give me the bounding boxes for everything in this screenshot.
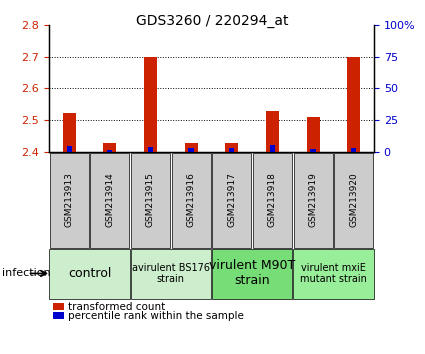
Text: virulent M90T
strain: virulent M90T strain [209,259,295,287]
Bar [184,143,198,152]
Text: GSM213913: GSM213913 [65,172,74,228]
Text: infection: infection [2,268,51,279]
Bar [67,146,72,152]
Text: percentile rank within the sample: percentile rank within the sample [68,311,244,321]
Bar [144,57,157,152]
Text: GSM213917: GSM213917 [227,172,236,228]
Bar [270,145,275,152]
Bar [229,148,235,152]
Bar [107,150,113,152]
Bar [225,143,238,152]
Text: GSM213918: GSM213918 [268,172,277,228]
Text: avirulent BS176
strain: avirulent BS176 strain [132,263,210,284]
Bar [351,148,356,152]
Text: GSM213919: GSM213919 [309,172,317,228]
Text: GSM213914: GSM213914 [105,173,114,227]
Bar [266,111,279,152]
Bar [63,113,76,152]
Bar [103,143,116,152]
Bar [347,57,360,152]
Text: GSM213915: GSM213915 [146,172,155,228]
Text: virulent mxiE
mutant strain: virulent mxiE mutant strain [300,263,367,284]
Bar [306,117,320,152]
Bar [148,147,153,152]
Text: GDS3260 / 220294_at: GDS3260 / 220294_at [136,14,289,28]
Bar [310,149,316,152]
Text: transformed count: transformed count [68,302,165,312]
Bar [188,148,194,152]
Text: GSM213916: GSM213916 [187,172,196,228]
Text: control: control [68,267,111,280]
Text: GSM213920: GSM213920 [349,173,358,227]
